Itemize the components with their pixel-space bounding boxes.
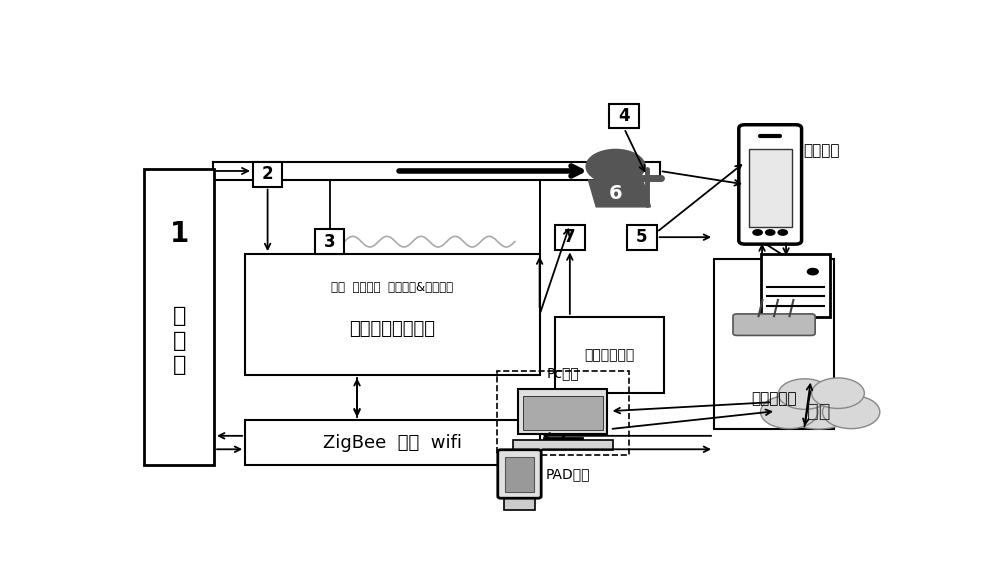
Bar bbox=[497, 371, 629, 455]
Text: 氧气（氧源）: 氧气（氧源） bbox=[584, 348, 635, 362]
Text: 智能路由器: 智能路由器 bbox=[751, 391, 797, 406]
Bar bbox=[518, 389, 607, 434]
Circle shape bbox=[807, 268, 818, 275]
Bar bbox=[523, 396, 603, 430]
Circle shape bbox=[586, 149, 645, 184]
Text: 6: 6 bbox=[609, 184, 622, 203]
Circle shape bbox=[780, 384, 857, 429]
FancyBboxPatch shape bbox=[733, 314, 815, 335]
Text: 监控终端: 监控终端 bbox=[803, 143, 840, 158]
Bar bbox=[253, 162, 282, 187]
Circle shape bbox=[812, 378, 864, 409]
Circle shape bbox=[778, 230, 787, 235]
Bar bbox=[714, 258, 834, 429]
Bar bbox=[245, 420, 540, 465]
Text: ZigBee  蓝牙  wifi: ZigBee 蓝牙 wifi bbox=[323, 434, 462, 452]
Bar bbox=[761, 254, 830, 317]
Circle shape bbox=[823, 395, 880, 429]
Text: 云端: 云端 bbox=[807, 402, 830, 420]
Text: 2: 2 bbox=[262, 166, 273, 183]
Bar bbox=[144, 168, 214, 465]
Text: Pc电脑: Pc电脑 bbox=[546, 366, 579, 380]
Text: 5: 5 bbox=[636, 228, 648, 246]
Text: 呼
吸
机: 呼 吸 机 bbox=[173, 305, 186, 375]
Text: 信号处理控制电路: 信号处理控制电路 bbox=[349, 320, 435, 338]
Circle shape bbox=[753, 230, 762, 235]
Text: 3: 3 bbox=[324, 233, 335, 251]
Polygon shape bbox=[588, 180, 650, 207]
FancyBboxPatch shape bbox=[739, 125, 802, 244]
Bar bbox=[627, 225, 657, 250]
Bar bbox=[315, 229, 344, 254]
Text: 1: 1 bbox=[170, 220, 189, 248]
Text: PAD电脑: PAD电脑 bbox=[546, 467, 590, 481]
Bar bbox=[505, 457, 534, 492]
Bar bbox=[609, 104, 639, 128]
Bar bbox=[512, 440, 613, 450]
Bar bbox=[245, 254, 540, 375]
Circle shape bbox=[761, 395, 818, 429]
Bar bbox=[749, 149, 792, 227]
Bar bbox=[555, 225, 585, 250]
Text: 7: 7 bbox=[564, 228, 576, 246]
Text: 4: 4 bbox=[618, 107, 630, 125]
FancyBboxPatch shape bbox=[498, 449, 541, 498]
Bar bbox=[555, 317, 664, 393]
Text: 流速  压力波形  氧气浓度&氧气流量: 流速 压力波形 氧气浓度&氧气流量 bbox=[331, 282, 453, 294]
Circle shape bbox=[778, 379, 831, 409]
Circle shape bbox=[766, 230, 775, 235]
Bar bbox=[504, 497, 535, 510]
